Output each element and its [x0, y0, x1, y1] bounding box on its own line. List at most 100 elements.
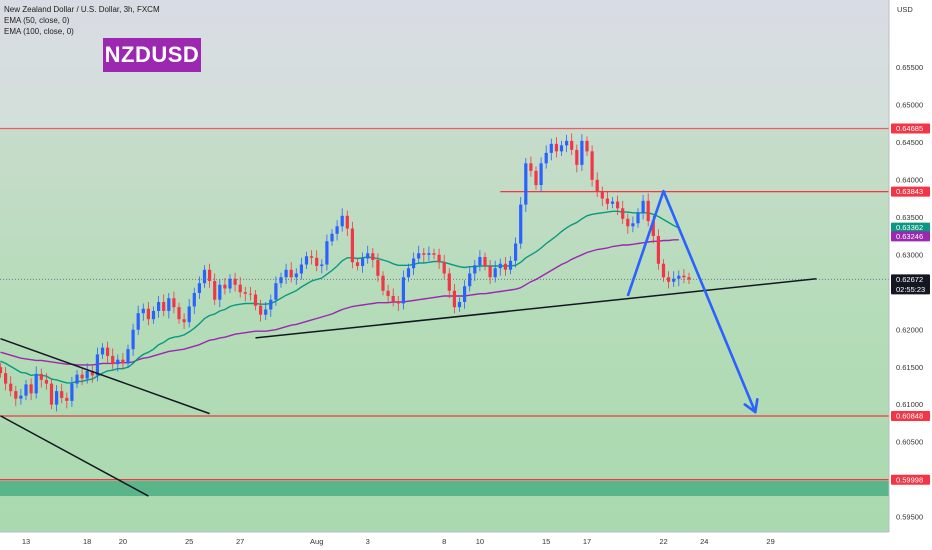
candle-body: [238, 284, 242, 293]
candle: [320, 259, 324, 274]
candle: [636, 208, 640, 228]
candle-body: [656, 236, 660, 264]
candle: [126, 344, 130, 368]
candle-body: [0, 367, 3, 374]
candle-body: [325, 241, 329, 265]
price-tag-bg: [891, 222, 930, 233]
candle-body: [621, 208, 625, 219]
price-axis-tick: 0.59500: [896, 513, 923, 522]
candle: [284, 263, 288, 284]
candle-body: [259, 305, 263, 315]
candle: [95, 347, 99, 382]
candle-body: [151, 310, 156, 320]
ema50-line: [0, 210, 680, 384]
candle: [661, 259, 666, 282]
candle: [151, 306, 156, 324]
candle: [401, 270, 405, 310]
price-tag: 0.59998: [891, 474, 930, 485]
chart-legend: New Zealand Dollar / U.S. Dollar, 3h, FX…: [4, 4, 160, 37]
candle: [616, 195, 620, 216]
candle-body: [228, 278, 232, 289]
candle-body: [39, 373, 43, 380]
candle-body: [539, 163, 543, 186]
candle-body: [600, 191, 604, 199]
time-axis-panel[interactable]: [0, 532, 889, 550]
candle: [519, 197, 523, 249]
candle: [340, 208, 344, 232]
candle: [371, 248, 375, 268]
candle: [259, 299, 263, 322]
candle: [514, 237, 518, 268]
candle: [544, 145, 548, 169]
candle: [100, 343, 105, 359]
candle: [361, 252, 365, 273]
candle: [223, 277, 227, 295]
candle-body: [651, 221, 655, 237]
candle: [600, 186, 604, 207]
candle: [131, 323, 135, 356]
candle-body: [401, 277, 405, 304]
price-tag-label: 0.62672: [896, 275, 923, 284]
candle: [202, 265, 207, 288]
price-axis-tick: 0.60500: [896, 438, 923, 447]
time-axis-tick: 17: [583, 537, 591, 546]
candle-body: [233, 278, 237, 285]
candle-body: [549, 143, 553, 153]
candle: [294, 268, 298, 285]
candle: [585, 136, 589, 156]
candle-body: [269, 299, 273, 310]
candle: [243, 286, 247, 302]
demand-zone: [0, 481, 889, 497]
candle-body: [412, 258, 416, 269]
candle: [44, 373, 48, 390]
candle-body: [672, 278, 676, 282]
candle-body: [585, 140, 589, 152]
candle-body: [406, 268, 411, 278]
candle-body: [631, 223, 635, 227]
candle: [197, 276, 201, 299]
candle: [238, 277, 242, 298]
candle-body: [19, 395, 23, 399]
candle: [412, 252, 416, 275]
candle: [549, 138, 553, 161]
price-tag: 0.63246: [891, 231, 930, 242]
price-tag-label: 0.63843: [896, 187, 923, 196]
candle-body: [4, 373, 8, 384]
candle-body: [167, 298, 171, 311]
candle-body: [284, 269, 288, 278]
time-axis-tick: 13: [22, 537, 30, 546]
time-axis-tick: 25: [185, 537, 193, 546]
time-axis-tick: 20: [119, 537, 127, 546]
candle: [646, 193, 650, 227]
price-tag: 0.64685: [891, 123, 930, 134]
candle-body: [136, 313, 140, 330]
price-tag: 0.63362: [891, 222, 930, 233]
candle-body: [514, 243, 518, 261]
candle-body: [80, 374, 84, 379]
candle-body: [192, 292, 196, 307]
candle: [391, 288, 395, 307]
candle: [621, 200, 625, 225]
candle-body: [391, 295, 395, 302]
candle-body: [340, 215, 344, 227]
candle-body: [570, 140, 574, 150]
candle: [335, 220, 339, 241]
candle-body: [371, 253, 375, 261]
candle: [488, 260, 492, 284]
candle-body: [177, 307, 181, 320]
candle: [106, 341, 110, 363]
candle-body: [468, 273, 472, 287]
symbol-info[interactable]: New Zealand Dollar / U.S. Dollar, 3h, FX…: [4, 5, 160, 14]
candle: [39, 368, 43, 388]
candle-body: [493, 268, 497, 278]
candle: [0, 362, 3, 378]
candle: [631, 216, 635, 233]
candle-body: [355, 262, 360, 266]
ema50-legend[interactable]: EMA (50, close, 0): [4, 16, 70, 25]
ema100-legend[interactable]: EMA (100, close, 0): [4, 27, 74, 36]
candle: [75, 370, 79, 389]
candle-body: [146, 308, 150, 320]
candle: [656, 229, 660, 270]
